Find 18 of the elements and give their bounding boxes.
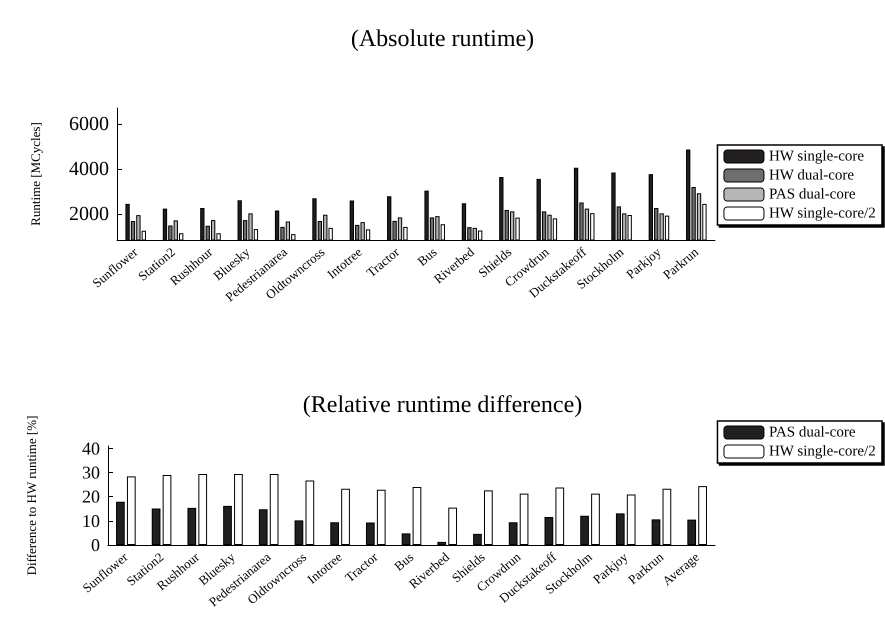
chart-title: (Absolute runtime) [350,26,534,52]
y-axis-title: Runtime [MCycles] [28,122,43,226]
legend-label: HW dual-core [768,168,854,184]
legend-label: PAS dual-core [768,186,856,202]
chart-title: (Relative runtime difference) [302,392,582,418]
y-tick-label: 30 [82,462,100,483]
y-tick-label: 2000 [69,203,109,226]
y-tick-label: 6000 [69,112,109,135]
legend-label: HW single-core/2 [768,444,876,460]
legend-label: HW single-core/2 [768,206,876,222]
y-axis-title: Difference to HW runtime [%] [24,416,39,576]
legend-label: HW single-core [768,148,864,164]
y-tick-label: 40 [82,438,100,458]
y-tick-label: 0 [91,535,100,555]
y-tick-label: 4000 [69,158,109,180]
legend-label: PAS dual-core [768,424,856,440]
y-tick-label: 20 [82,486,100,507]
y-tick-label: 10 [82,510,100,531]
